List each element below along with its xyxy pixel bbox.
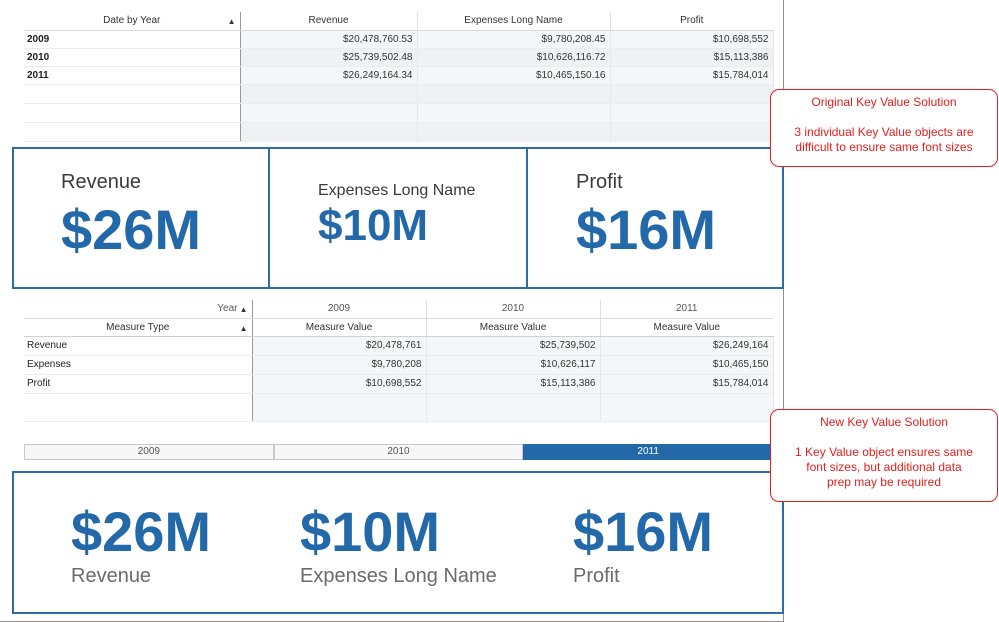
value-cell: $15,113,386 bbox=[426, 374, 601, 394]
measure-type-cell: Revenue bbox=[24, 336, 253, 356]
measure-type-cell: Expenses bbox=[24, 355, 253, 375]
year-button-2010[interactable]: 2010 bbox=[273, 444, 524, 460]
value-cell: $15,784,014 bbox=[600, 374, 774, 394]
kpi-label: Expenses Long Name bbox=[318, 182, 476, 199]
year-button-bar: 2009 2010 2011 bbox=[24, 444, 774, 460]
year-cell: 2009 bbox=[24, 30, 241, 49]
year-cell: 2011 bbox=[24, 66, 241, 85]
callout-text-line: prep may be required bbox=[826, 475, 942, 489]
empty-row bbox=[24, 84, 774, 104]
profit-cell: $10,698,552 bbox=[610, 30, 774, 49]
kpi-label-revenue: Revenue bbox=[71, 565, 152, 587]
callout-original-solution: Original Key Value Solution 3 individual… bbox=[748, 89, 998, 167]
column-header-label: Date by Year bbox=[103, 15, 161, 27]
year-column-2011[interactable]: 2011 bbox=[600, 300, 773, 319]
kpi-value-revenue: $26M bbox=[71, 500, 212, 563]
callout-new-solution: New Key Value Solution 1 Key Value objec… bbox=[750, 409, 998, 502]
callout-title: Original Key Value Solution bbox=[811, 95, 957, 109]
measure-value-header[interactable]: Measure Value bbox=[252, 318, 427, 337]
sort-ascending-icon[interactable]: ▲ bbox=[239, 323, 248, 333]
kpi-value: $16M bbox=[576, 198, 717, 261]
key-value-combined[interactable]: $26M Revenue $10M Expenses Long Name $16… bbox=[12, 471, 784, 614]
year-header[interactable]: Year ▲ bbox=[24, 300, 253, 319]
kpi-label: Revenue bbox=[61, 171, 142, 193]
sort-ascending-icon[interactable]: ▲ bbox=[227, 17, 236, 26]
measure-value-header[interactable]: Measure Value bbox=[426, 318, 601, 337]
callout-text-line: 3 individual Key Value objects are bbox=[794, 125, 974, 139]
kpi-label: Profit bbox=[576, 171, 623, 193]
year-column-2010[interactable]: 2010 bbox=[426, 300, 601, 319]
table-row[interactable]: 2010 $25,739,502.48 $10,626,116.72 $15,1… bbox=[24, 48, 774, 67]
key-value-revenue[interactable]: Revenue $26M bbox=[12, 147, 270, 289]
value-cell: $10,698,552 bbox=[252, 374, 427, 394]
profit-cell: $15,784,014 bbox=[610, 66, 774, 85]
kpi-value: $10M bbox=[318, 201, 429, 250]
expenses-cell: $9,780,208.45 bbox=[417, 30, 611, 49]
column-header-date-by-year[interactable]: Date by Year ▲ bbox=[24, 12, 241, 31]
table-row[interactable]: 2011 $26,249,164.34 $10,465,150.16 $15,7… bbox=[24, 66, 774, 85]
callout-text-line: font sizes, but additional data bbox=[806, 460, 962, 474]
column-header-expenses[interactable]: Expenses Long Name bbox=[417, 12, 611, 31]
value-cell: $20,478,761 bbox=[252, 336, 427, 356]
kpi-label-profit: Profit bbox=[573, 565, 620, 587]
value-cell: $9,780,208 bbox=[252, 355, 427, 375]
column-header-revenue[interactable]: Revenue bbox=[240, 12, 418, 31]
column-header-profit[interactable]: Profit bbox=[610, 12, 773, 31]
year-cell: 2010 bbox=[24, 48, 241, 67]
expenses-cell: $10,626,116.72 bbox=[417, 48, 611, 67]
measure-type-cell: Profit bbox=[24, 374, 253, 394]
empty-row bbox=[24, 122, 774, 142]
year-header-label: Year bbox=[217, 303, 238, 315]
measure-type-header[interactable]: Measure Type ▲ bbox=[24, 318, 253, 337]
revenue-cell: $20,478,760.53 bbox=[240, 30, 418, 49]
profit-cell: $15,113,386 bbox=[610, 48, 774, 67]
callout-text-line: difficult to ensure same font sizes bbox=[795, 140, 973, 154]
year-column-2009[interactable]: 2009 bbox=[252, 300, 427, 319]
year-button-2009[interactable]: 2009 bbox=[24, 444, 274, 460]
key-value-profit[interactable]: Profit $16M bbox=[526, 147, 784, 289]
value-cell: $26,249,164 bbox=[600, 336, 774, 356]
table-row[interactable]: Profit $10,698,552 $15,113,386 $15,784,0… bbox=[24, 374, 774, 394]
year-button-2011[interactable]: 2011 bbox=[523, 444, 774, 460]
expenses-cell: $10,465,150.16 bbox=[417, 66, 611, 85]
revenue-cell: $26,249,164.34 bbox=[240, 66, 418, 85]
table-row[interactable]: Expenses $9,780,208 $10,626,117 $10,465,… bbox=[24, 355, 774, 375]
value-cell: $25,739,502 bbox=[426, 336, 601, 356]
value-cell: $10,465,150 bbox=[600, 355, 774, 375]
key-value-expenses[interactable]: Expenses Long Name $10M bbox=[268, 147, 528, 289]
kpi-value: $26M bbox=[61, 198, 202, 261]
sort-ascending-icon[interactable]: ▲ bbox=[239, 305, 248, 314]
crosstab-table-measure: Year ▲ 2009 2010 2011 Measure Type ▲ Mea… bbox=[24, 300, 774, 422]
revenue-cell: $25,739,502.48 bbox=[240, 48, 418, 67]
measure-type-label: Measure Type bbox=[106, 321, 170, 333]
empty-row bbox=[24, 103, 774, 123]
kpi-value-expenses: $10M bbox=[300, 500, 441, 563]
callout-title: New Key Value Solution bbox=[820, 415, 948, 429]
empty-row bbox=[24, 393, 774, 422]
crosstab-table-year: Date by Year ▲ Revenue Expenses Long Nam… bbox=[24, 12, 774, 142]
table-row[interactable]: Revenue $20,478,761 $25,739,502 $26,249,… bbox=[24, 336, 774, 356]
measure-value-header[interactable]: Measure Value bbox=[600, 318, 773, 337]
value-cell: $10,626,117 bbox=[426, 355, 601, 375]
table-row[interactable]: 2009 $20,478,760.53 $9,780,208.45 $10,69… bbox=[24, 30, 774, 49]
kpi-label-expenses: Expenses Long Name bbox=[300, 565, 497, 587]
callout-text-line: 1 Key Value object ensures same bbox=[795, 445, 973, 459]
kpi-value-profit: $16M bbox=[573, 500, 714, 563]
